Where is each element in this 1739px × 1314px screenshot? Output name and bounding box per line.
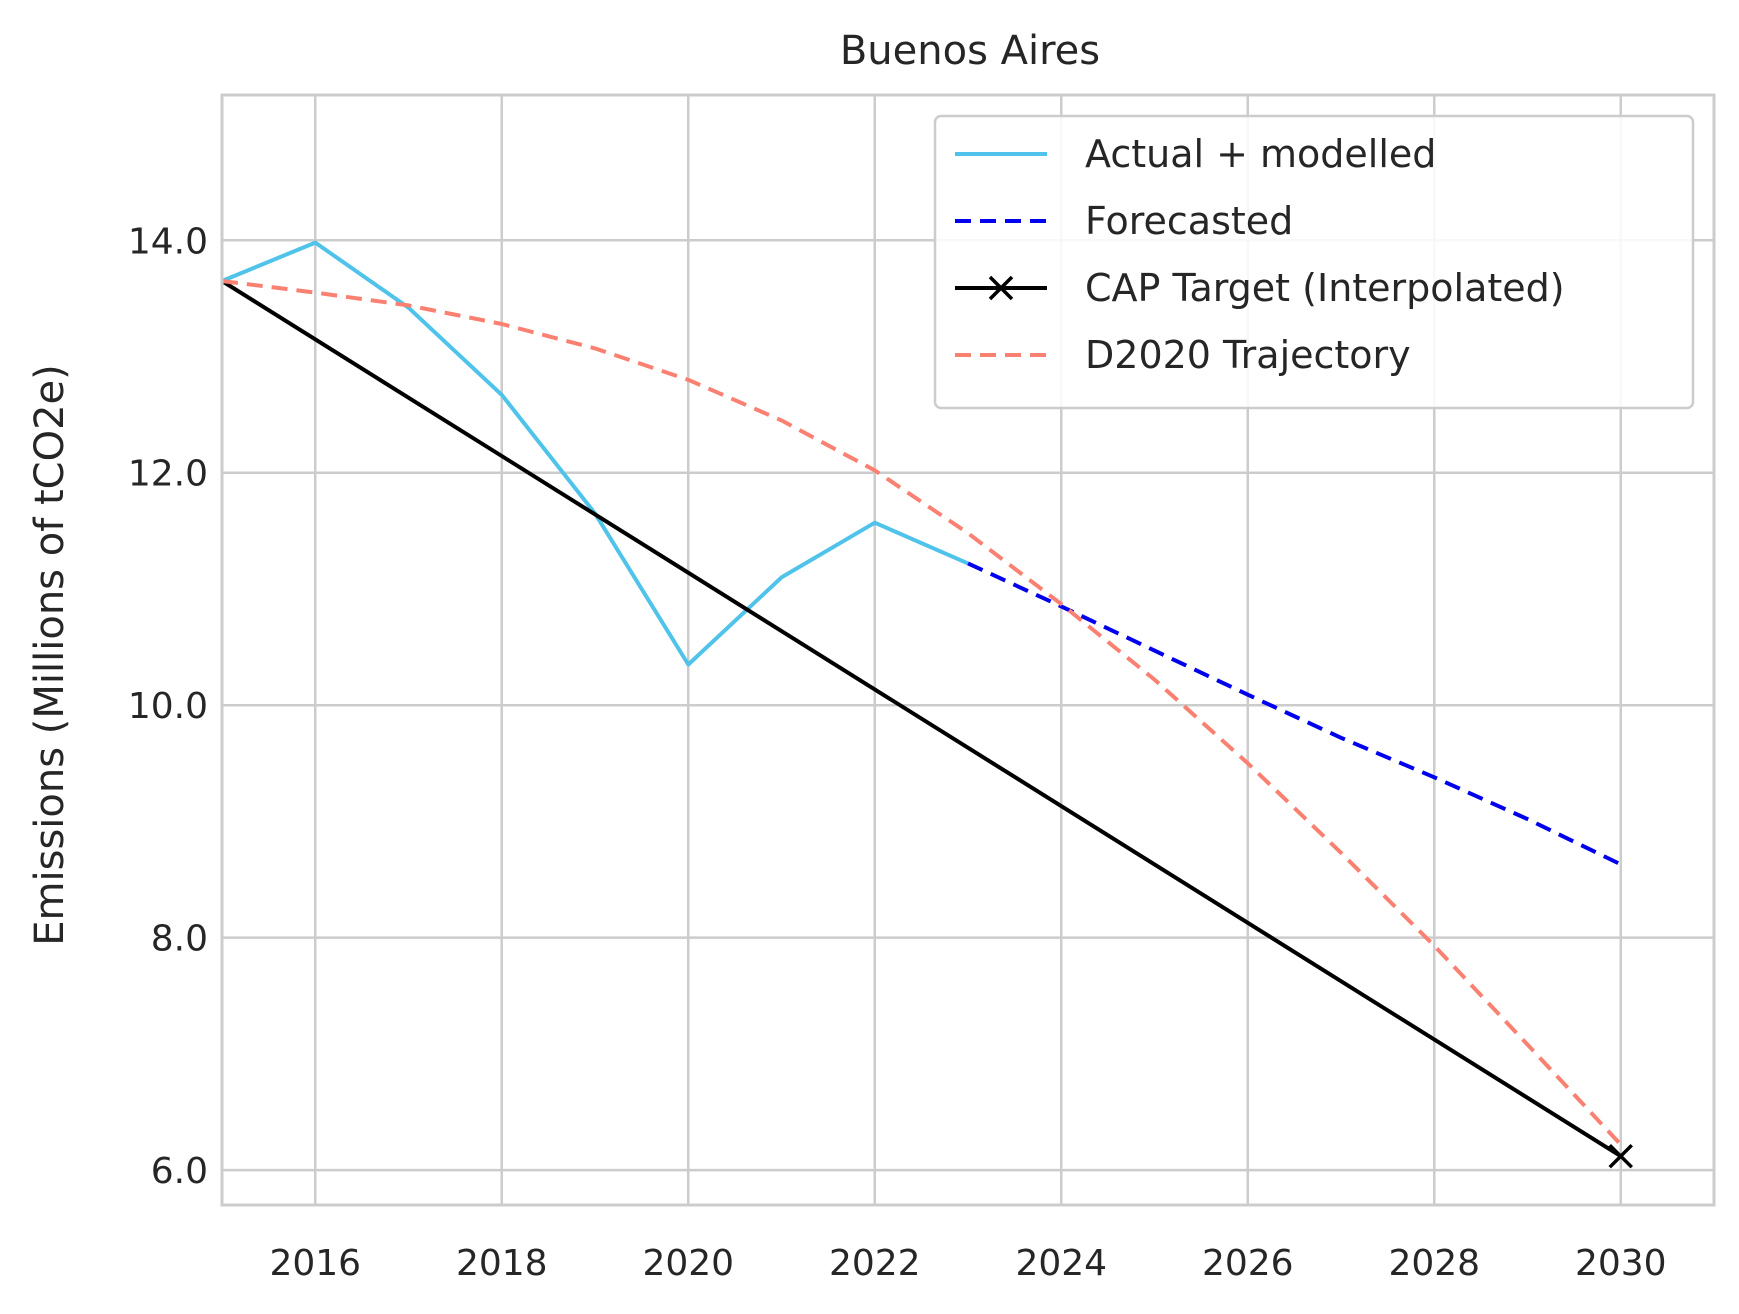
tick-labels: 2016 2018 2020 2022 2024 2026 2028 2030 6.0 8.0 10… <box>128 221 1667 1284</box>
data-point-marker <box>1608 1143 1633 1169</box>
x-tick-label: 2028 <box>1388 1243 1480 1284</box>
y-tick-label: 8.0 <box>151 919 208 960</box>
x-tick-label: 2026 <box>1202 1243 1294 1284</box>
legend-item: Actual + modelled <box>955 132 1436 176</box>
x-tick-label: 2030 <box>1575 1243 1667 1284</box>
legend: Actual + modelled Forecasted CAP Target (I… <box>933 114 1695 410</box>
legend-box <box>933 114 1695 410</box>
plot-area-frame <box>220 93 1716 1207</box>
legend-label: CAP Target (Interpolated) <box>1085 266 1565 310</box>
series-line-cap-target-interpolated <box>220 279 1622 1158</box>
legend-marker <box>988 275 1014 301</box>
x-tick-label: 2020 <box>642 1243 734 1284</box>
legend-label: Forecasted <box>1085 199 1293 243</box>
x-tick-label: 2016 <box>269 1243 361 1284</box>
series-line-actual-modelled <box>221 240 969 667</box>
chart-title: Buenos Aires <box>840 28 1100 74</box>
y-tick-label: 6.0 <box>151 1151 208 1192</box>
y-axis-label: Emissions (Millions of tCO2e) <box>27 364 73 946</box>
x-tick-label: 2024 <box>1015 1243 1107 1284</box>
series-line-forecasted <box>967 561 1622 867</box>
x-tick-label: 2022 <box>829 1243 921 1284</box>
legend-label: Actual + modelled <box>1085 132 1436 176</box>
x-tick-label: 2018 <box>456 1243 548 1284</box>
series-lines <box>220 240 1633 1169</box>
legend-item: CAP Target (Interpolated) <box>955 266 1565 310</box>
y-tick-label: 12.0 <box>128 454 208 495</box>
legend-item: D2020 Trajectory <box>955 333 1411 377</box>
y-tick-label: 14.0 <box>128 221 208 262</box>
legend-label: D2020 Trajectory <box>1085 333 1411 377</box>
series-line-d2020-trajectory <box>221 279 1623 1146</box>
legend-item: Forecasted <box>955 199 1293 243</box>
y-tick-label: 10.0 <box>128 686 208 727</box>
